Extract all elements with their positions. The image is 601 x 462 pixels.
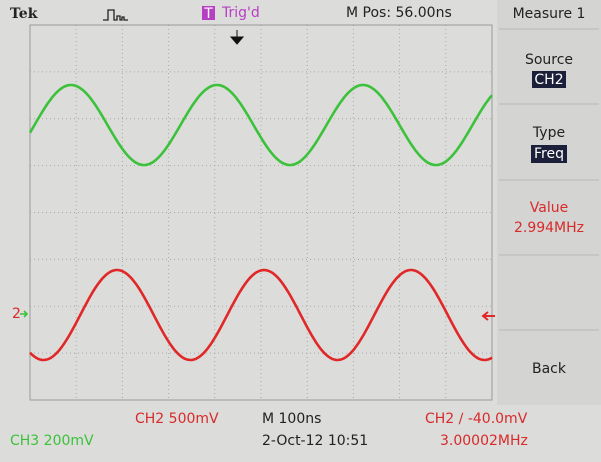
date: 2-Oct-12 10:51 [262, 433, 368, 449]
trigger-box-label: T [203, 6, 213, 22]
ch3-scale: CH3 200mV [10, 433, 94, 449]
position: M Pos: 56.00ns [346, 5, 452, 21]
trigger-state: Trig'd [221, 5, 260, 21]
back-button[interactable]: Back [532, 361, 567, 377]
source-value[interactable]: CH2 [534, 72, 563, 88]
oscilloscope-screen: Tek T Trig'd M Pos: 56.00ns Measure 1 So… [0, 0, 601, 462]
value-label: Value [530, 200, 568, 216]
trigger-level: CH2 ∕ -40.0mV [425, 411, 528, 427]
menu-title: Measure 1 [513, 6, 586, 22]
ch2-marker: 2 [12, 306, 21, 322]
ch2-scale: CH2 500mV [135, 411, 219, 427]
brand: Tek [10, 6, 38, 22]
type-label[interactable]: Type [532, 125, 565, 141]
timebase: M 100ns [262, 411, 321, 427]
trigger-frequency: 3.00002MHz [440, 433, 528, 449]
type-value[interactable]: Freq [534, 146, 564, 162]
source-label[interactable]: Source [525, 52, 573, 68]
measured-value: 2.994MHz [514, 220, 584, 236]
